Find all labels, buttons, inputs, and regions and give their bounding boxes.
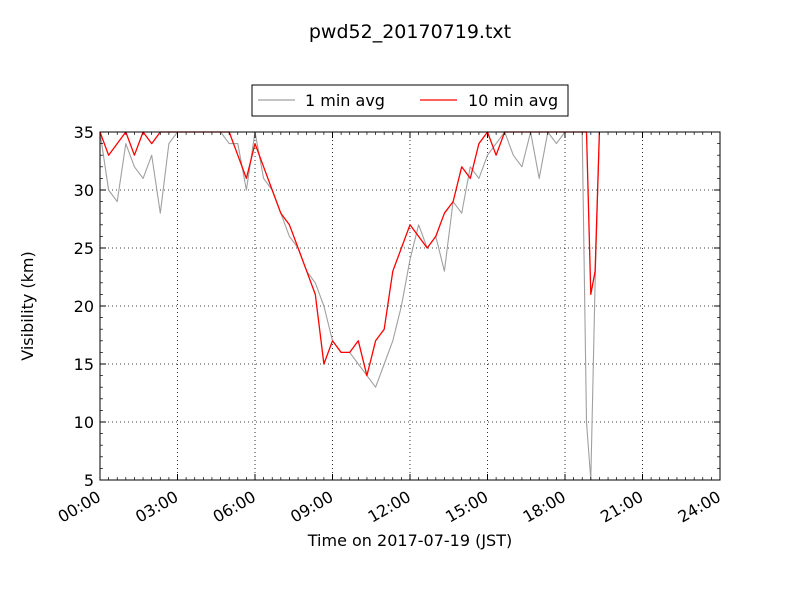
legend-label-1min: 1 min avg — [305, 91, 385, 110]
y-tick-label: 15 — [74, 355, 94, 374]
legend-label-10min: 10 min avg — [468, 91, 558, 110]
y-tick-label: 20 — [74, 297, 94, 316]
legend: 1 min avg 10 min avg — [251, 84, 569, 117]
axis-ticks — [99, 131, 721, 481]
x-axis-label: Time on 2017-07-19 (JST) — [307, 531, 512, 550]
grid-lines — [100, 132, 720, 480]
y-tick-labels: 5 10 15 20 25 30 35 — [74, 123, 94, 490]
y-axis-label: Visibility (km) — [18, 251, 37, 360]
y-tick-label: 25 — [74, 239, 94, 258]
chart-title: pwd52_20170719.txt — [309, 21, 511, 43]
y-tick-label: 5 — [84, 471, 94, 490]
y-tick-label: 10 — [74, 413, 94, 432]
y-tick-label: 30 — [74, 181, 94, 200]
legend-box — [251, 84, 569, 117]
y-tick-label: 35 — [74, 123, 94, 142]
